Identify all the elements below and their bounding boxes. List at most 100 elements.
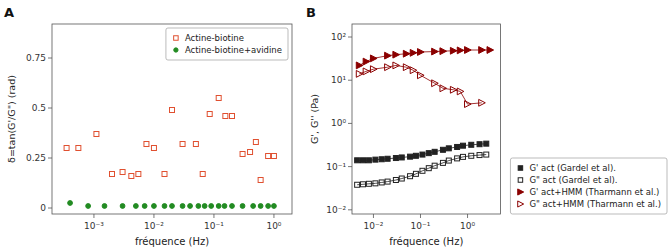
legend-label: G" act+HMM (Tharmann et al.) — [529, 199, 661, 209]
y-axis-label: δ=tan(G'/G") (rad) — [6, 75, 17, 163]
legend-label: G" act (Gardel et al). — [529, 175, 617, 185]
data-point — [413, 153, 418, 158]
data-point — [162, 172, 167, 177]
y-tick-label: 10⁻² — [326, 205, 346, 215]
data-point — [385, 156, 390, 161]
data-point — [403, 50, 410, 57]
data-point — [200, 172, 205, 177]
data-point — [253, 140, 258, 145]
data-point — [361, 182, 366, 187]
data-point — [120, 204, 125, 209]
data-point — [432, 48, 439, 55]
x-tick — [213, 214, 214, 218]
data-point — [408, 174, 413, 179]
data-point — [366, 181, 371, 186]
series-line — [357, 155, 486, 185]
data-point — [420, 152, 425, 157]
data-point — [129, 174, 134, 179]
data-point — [222, 204, 227, 209]
data-point — [432, 163, 437, 168]
data-point — [450, 47, 457, 54]
data-point — [136, 172, 141, 177]
data-point — [272, 204, 277, 209]
y-tick — [348, 209, 352, 210]
legend-box — [166, 28, 288, 60]
data-point — [469, 153, 474, 158]
y-tick-label: 10¹ — [331, 75, 346, 85]
data-point — [94, 132, 99, 137]
data-point — [258, 204, 263, 209]
data-point — [180, 204, 185, 209]
y-tick-label: 0 — [40, 203, 46, 213]
data-point — [393, 156, 398, 161]
panel-title: B — [306, 5, 316, 20]
data-point — [142, 204, 147, 209]
data-point — [248, 150, 253, 155]
data-point — [440, 160, 445, 165]
legend-marker — [518, 189, 524, 195]
y-tick-label: 10⁻¹ — [326, 162, 346, 172]
data-point — [230, 204, 235, 209]
data-point — [465, 47, 472, 54]
legend-label: Actine-biotine+avidine — [185, 45, 282, 55]
x-tick-label: 10⁻² — [364, 221, 384, 231]
data-point — [363, 68, 370, 75]
data-point — [469, 142, 474, 147]
plot-frame — [352, 24, 500, 214]
y-tick-label: 0.75 — [26, 53, 46, 63]
legend-label: G' act (Gardel et al). — [529, 163, 616, 173]
data-point — [479, 99, 486, 106]
legend-marker — [518, 201, 524, 207]
data-point — [266, 154, 271, 159]
legend-marker — [174, 48, 178, 52]
data-point — [426, 151, 431, 156]
data-point — [86, 204, 91, 209]
data-point — [457, 47, 464, 54]
legend-marker — [174, 36, 179, 41]
data-point — [207, 112, 212, 117]
x-tick — [153, 214, 154, 218]
y-tick — [48, 108, 52, 109]
data-point — [102, 204, 107, 209]
data-point — [76, 146, 81, 151]
data-point — [385, 179, 390, 184]
x-axis-label: fréquence (Hz) — [135, 236, 209, 247]
legend-label: G' act+HMM (Tharmann et al.) — [529, 187, 659, 197]
y-tick — [348, 166, 352, 167]
data-point — [393, 62, 400, 69]
x-tick-label: 10⁰ — [266, 221, 281, 231]
data-point — [450, 86, 457, 93]
data-point — [446, 146, 451, 151]
data-point — [432, 149, 437, 154]
data-point — [413, 171, 418, 176]
data-point — [379, 157, 384, 162]
data-point — [223, 114, 228, 119]
data-point — [120, 170, 125, 175]
data-point — [403, 64, 410, 71]
data-point — [460, 143, 465, 148]
data-point — [455, 156, 460, 161]
y-tick — [348, 37, 352, 38]
data-point — [373, 181, 378, 186]
data-point — [363, 58, 370, 65]
data-point — [420, 168, 425, 173]
y-tick-label: 0.25 — [26, 153, 46, 163]
x-tick-label: 10⁻¹ — [411, 221, 431, 231]
data-point — [410, 49, 417, 56]
x-tick — [273, 214, 274, 218]
data-point — [399, 176, 404, 181]
data-point — [240, 204, 245, 209]
data-point — [110, 172, 115, 177]
data-point — [355, 158, 360, 163]
panel: 10⁻³10⁻²10⁻¹10⁰00.250.50.75Afréquence (H… — [4, 5, 292, 247]
panel-title: A — [4, 5, 14, 20]
data-point — [271, 154, 276, 159]
data-point — [385, 52, 392, 59]
data-point — [370, 55, 377, 62]
data-point — [188, 204, 193, 209]
data-point — [356, 70, 363, 77]
series-line — [359, 65, 481, 104]
data-point — [202, 204, 207, 209]
y-tick-label: 10⁰ — [331, 118, 346, 128]
data-point — [477, 142, 482, 147]
